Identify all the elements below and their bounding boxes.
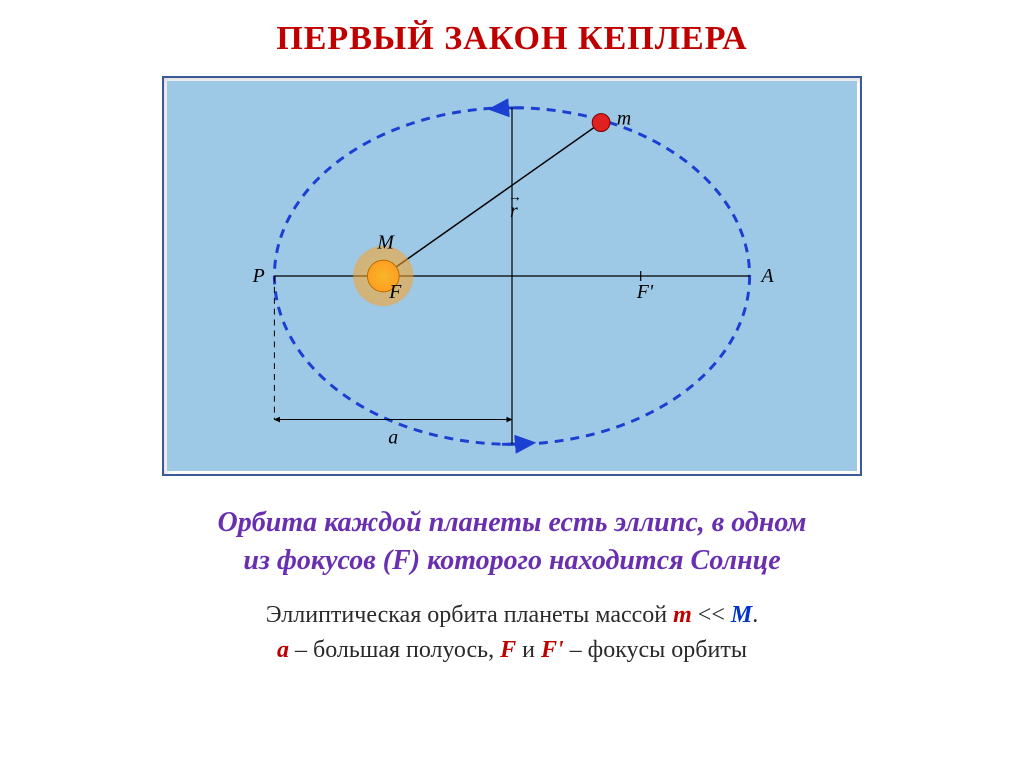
params-description: a – большая полуось, F и F' – фокусы орб… xyxy=(60,637,964,664)
label-A: A xyxy=(759,265,774,287)
statement-line2: из фокусов (F) которого находится Солнце xyxy=(243,545,780,576)
law-statement: Орбита каждой планеты есть эллипс, в одн… xyxy=(60,504,964,580)
label-P: P xyxy=(252,265,265,287)
sub1-op: << xyxy=(692,602,731,628)
sub2-a-desc: – большая полуось, xyxy=(289,637,500,663)
sub2-F: F xyxy=(500,637,516,663)
label-M: M xyxy=(376,231,395,253)
sub1-suffix: . xyxy=(752,602,758,628)
label-a: a xyxy=(388,426,398,448)
sub2-a: a xyxy=(277,637,289,663)
orbit-description: Эллиптическая орбита планеты массой m <<… xyxy=(60,602,964,629)
sub2-foci-desc: – фокусы орбиты xyxy=(564,637,747,663)
statement-line1: Орбита каждой планеты есть эллипс, в одн… xyxy=(218,507,807,538)
sub1-M: M xyxy=(731,602,752,628)
sub1-m: m xyxy=(673,602,692,628)
title-text: ПЕРВЫЙ ЗАКОН КЕПЛЕРА xyxy=(276,20,747,57)
page-title: ПЕРВЫЙ ЗАКОН КЕПЛЕРА xyxy=(60,20,964,58)
sub1-prefix: Эллиптическая орбита планеты массой xyxy=(266,602,673,628)
slide: ПЕРВЫЙ ЗАКОН КЕПЛЕРА xyxy=(0,0,1024,768)
label-m: m xyxy=(617,108,631,130)
diagram-frame: M m r → F F' P A a xyxy=(162,76,862,476)
orbit-arrow-top xyxy=(497,108,522,109)
label-F: F xyxy=(388,281,402,303)
sub2-and: и xyxy=(516,637,541,663)
sub2-Fp: F' xyxy=(541,637,564,663)
kepler-diagram: M m r → F F' P A a xyxy=(164,78,860,474)
label-Fprime: F' xyxy=(636,281,654,303)
r-vector xyxy=(383,123,601,276)
planet-icon xyxy=(592,114,610,132)
orbit-arrow-bottom xyxy=(502,443,527,444)
label-r-arrow: → xyxy=(508,189,522,204)
